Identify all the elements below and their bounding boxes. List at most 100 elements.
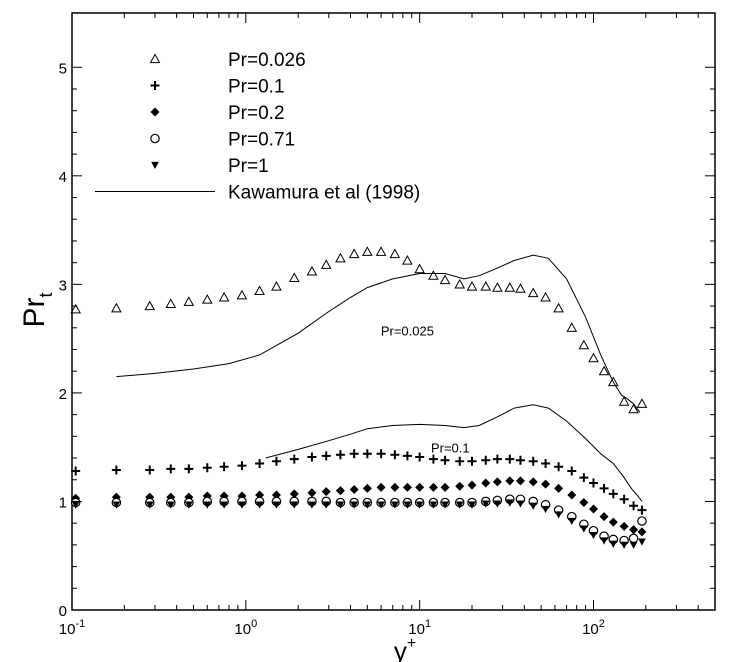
data-point [541,479,551,489]
data-point [505,476,515,486]
legend-item: Pr=0.026 [149,50,306,71]
data-point [467,456,477,466]
data-point [307,452,317,462]
data-point [376,449,386,459]
y-tick-label: 5 [59,60,67,77]
series-5 [71,499,646,549]
data-point [638,538,646,546]
data-point [203,501,212,509]
data-point [598,365,610,376]
data-point [554,483,564,493]
data-point [165,298,177,309]
data-point [588,478,598,488]
series-1 [70,246,648,414]
data-point [454,278,466,289]
data-point [183,296,195,306]
data-point [320,259,332,269]
legend-marker-icon [150,133,160,144]
data-point [480,281,492,291]
data-point [236,289,248,300]
y-tick-label: 1 [59,494,67,511]
data-point [619,521,629,531]
legend: Pr=0.026 Pr=0.1 Pr=0.2 Pr=0.71 Pr=1 Kawamura … [95,50,420,204]
data-point [567,517,576,526]
data-point [375,246,387,256]
data-point [362,449,372,459]
data-point [628,403,639,414]
y-tick-label: 0 [59,603,67,620]
annotations: Pr=0.025 Pr=0.1 [381,323,470,455]
data-point [588,352,599,363]
data-point [608,517,618,527]
data-point [428,454,438,464]
data-point [389,248,401,259]
legend-item: Pr=0.2 [150,103,285,124]
x-tick-label: 100 [234,618,257,638]
data-point [529,502,538,510]
data-point [111,302,122,313]
data-point [580,525,588,533]
legend-label: Pr=0.026 [228,50,306,71]
legend-marker-icon [149,53,161,64]
data-point [629,525,639,535]
data-point [218,291,230,302]
curve-annotation: Pr=0.1 [431,441,470,456]
legend-marker-icon [150,107,160,117]
data-point [618,396,630,406]
tick-labels: 10-1 100 101 102 0 1 2 3 4 5 [59,60,605,638]
data-point [619,494,629,504]
data-point [607,376,619,387]
data-point [308,501,316,509]
data-point [349,449,359,459]
data-point [468,501,476,509]
data-point [567,490,577,500]
data-point [289,489,299,499]
data-point [636,398,648,408]
data-point [515,283,526,293]
x-tick-label: 10-1 [59,618,85,638]
data-point [566,322,578,332]
data-point [578,339,590,350]
y-tick-label: 3 [59,277,67,294]
legend-marker-icon [150,81,160,90]
data-point [402,451,412,461]
data-point [579,473,589,483]
x-tick-label: 102 [582,618,605,638]
data-point [335,252,346,263]
data-point [349,485,359,495]
data-point [289,454,299,464]
data-point [377,501,385,509]
data-point [441,501,449,509]
kawamura-curve-1 [116,254,641,413]
data-point [255,490,265,500]
x-axis-label-sup: + [407,635,416,652]
axis-ticks [71,13,716,611]
data-point [528,456,538,466]
data-point [528,477,538,487]
data-point [350,501,358,509]
data-point [144,300,156,311]
y-axis-label: Pr [18,297,51,327]
y-axis-title: Prt [18,292,56,327]
data-point [220,501,228,509]
x-tick-label: 101 [408,618,431,638]
data-point [492,477,502,487]
data-point [428,482,438,492]
series-2 [71,449,647,515]
data-point [145,465,155,475]
data-point [71,466,81,476]
data-point [492,454,502,464]
data-point [455,481,465,491]
legend-label: Pr=1 [228,156,269,177]
data-point [335,486,345,496]
data-point [440,455,450,465]
data-point [336,501,345,509]
data-point [629,541,638,549]
data-point [429,501,438,509]
data-point [71,501,80,509]
data-point [363,501,372,509]
data-point [492,282,503,292]
data-point [588,504,598,514]
data-point [455,501,464,509]
